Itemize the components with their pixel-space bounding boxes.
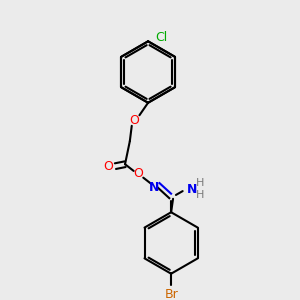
Text: O: O: [134, 167, 143, 180]
Text: Cl: Cl: [155, 31, 168, 44]
Text: H: H: [196, 190, 204, 200]
Text: H: H: [196, 178, 204, 188]
Text: O: O: [130, 113, 140, 127]
Text: O: O: [103, 160, 113, 172]
Text: Br: Br: [164, 288, 178, 300]
Text: N: N: [149, 181, 159, 194]
Text: N: N: [187, 183, 197, 196]
